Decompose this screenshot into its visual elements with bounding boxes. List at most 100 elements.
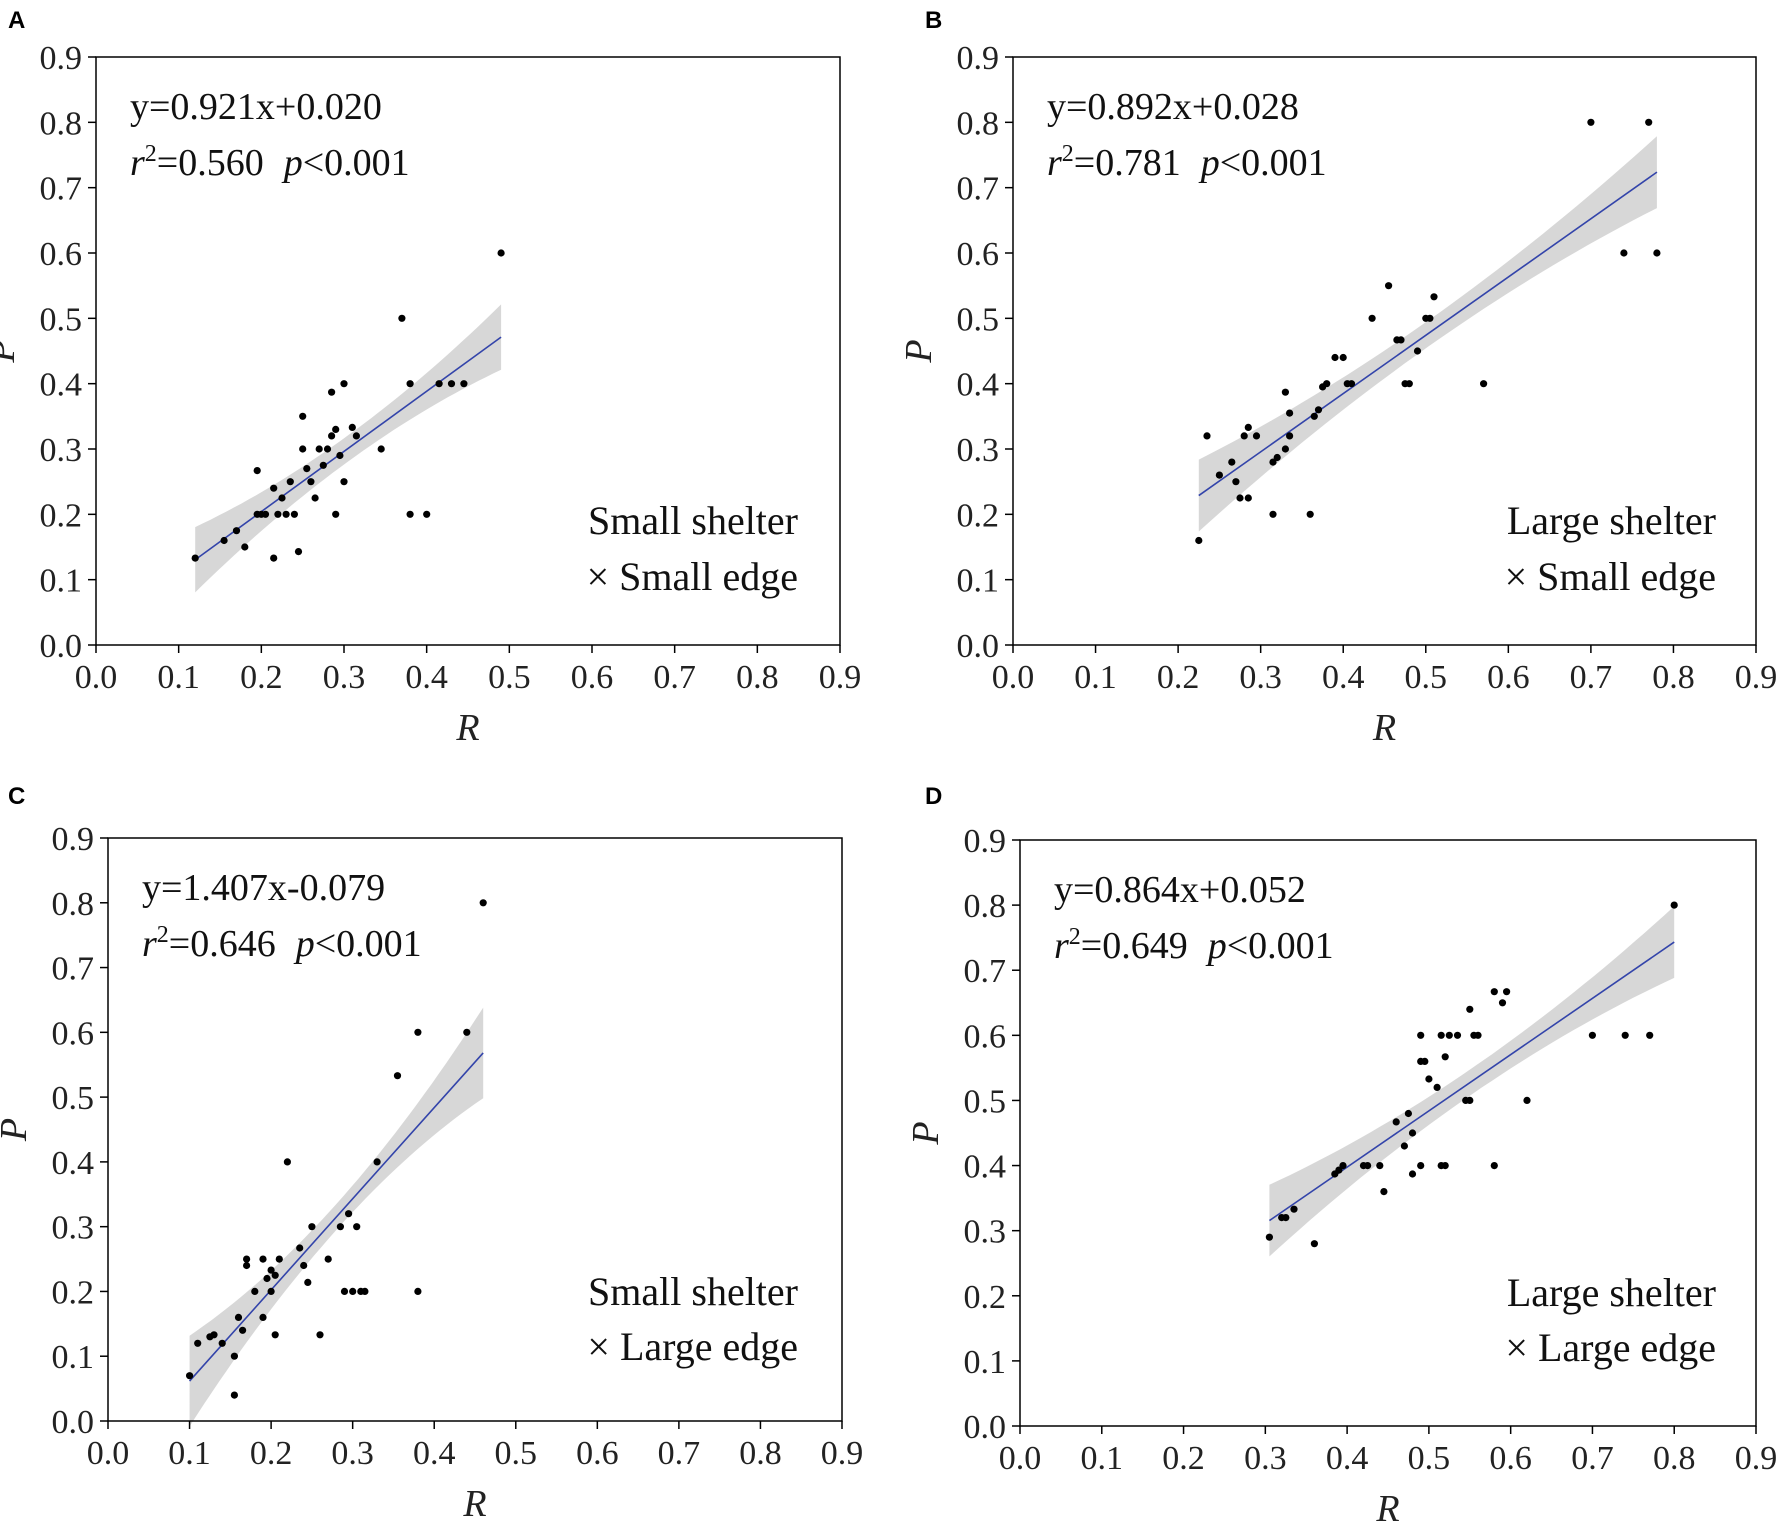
panel-d-r-symbol: r bbox=[1054, 925, 1069, 967]
panel-d-y-tick-label: 0.7 bbox=[964, 953, 1007, 990]
panel-c-data-point bbox=[414, 1287, 422, 1295]
panel-d: D 0.0 0.1 0.2 0.3 0.4 0.5 0.6 0.7 0.8 0.9 0.0 0.1 0.2… bbox=[905, 783, 1777, 1530]
panel-d-y-tick-label: 0.5 bbox=[964, 1083, 1007, 1120]
panel-b-p-value: <0.001 bbox=[1220, 142, 1327, 184]
panel-a-y-tick-label: 0.8 bbox=[40, 105, 83, 142]
panel-b-data-point bbox=[1620, 249, 1628, 257]
panel-a-data-point bbox=[348, 423, 356, 431]
panel-d-y-tick-label: 0.4 bbox=[964, 1149, 1007, 1186]
panel-c-y-tick-label: 0.3 bbox=[52, 1210, 95, 1247]
panel-c-data-point bbox=[263, 1274, 271, 1283]
panel-a-group-label-line2: × Small edge bbox=[587, 554, 798, 599]
panel-a-data-point bbox=[311, 494, 319, 502]
panel-c-data-point bbox=[283, 1158, 291, 1166]
panel-d-data-point bbox=[1339, 1162, 1347, 1170]
panel-b-data-point bbox=[1232, 478, 1240, 486]
panel-c-stats: r2=0.646 p<0.001 bbox=[142, 922, 422, 965]
panel-a-x-tick-label: 0.4 bbox=[405, 659, 448, 696]
panel-d-data-point bbox=[1400, 1142, 1408, 1150]
panel-c-data-point bbox=[210, 1331, 218, 1339]
panel-a-p-symbol: p bbox=[281, 142, 303, 184]
panel-a-x-tick-label: 0.7 bbox=[653, 659, 696, 696]
panel-d-data-point bbox=[1523, 1096, 1531, 1104]
panel-c-x-tick-label: 0.5 bbox=[495, 1435, 538, 1472]
panel-b-y-tick-label: 0.2 bbox=[957, 497, 1000, 534]
panel-c-data-point bbox=[230, 1352, 238, 1360]
panel-c-data-point bbox=[271, 1331, 279, 1339]
panel-d-y-tick-label: 0.0 bbox=[964, 1409, 1007, 1446]
panel-a-data-point bbox=[261, 510, 270, 518]
panel-b-x-tick-label: 0.4 bbox=[1322, 659, 1365, 696]
panel-c-data-point bbox=[194, 1339, 202, 1347]
panel-b-x-tick-label: 0.8 bbox=[1652, 659, 1695, 696]
panel-a-plot-frame bbox=[95, 56, 841, 646]
panel-d-x-tick-label: 0.9 bbox=[1735, 1440, 1778, 1477]
panel-c-data-point bbox=[345, 1210, 353, 1218]
panel-d-x-tick-label: 0.3 bbox=[1244, 1440, 1287, 1477]
panel-c-data-point bbox=[353, 1223, 361, 1231]
panel-d-y-tick-label: 0.1 bbox=[964, 1344, 1007, 1381]
panel-c-y-tick-label: 0.9 bbox=[52, 821, 95, 858]
panel-a-data-point bbox=[278, 494, 286, 502]
panel-d-data-point bbox=[1474, 1031, 1482, 1039]
panel-d-data-point bbox=[1437, 1031, 1445, 1039]
panel-c-y-tick-label: 0.6 bbox=[52, 1015, 95, 1052]
panel-c-data-point bbox=[243, 1255, 251, 1263]
panel-d-group-label-line2: × Large edge bbox=[1505, 1325, 1716, 1370]
panel-b-y-tick-label: 0.4 bbox=[957, 367, 1000, 404]
panel-a-r-exponent: 2 bbox=[145, 141, 157, 167]
panel-b-data-point bbox=[1347, 380, 1356, 388]
panel-a-data-point bbox=[398, 314, 406, 322]
panel-b-data-point bbox=[1480, 380, 1488, 388]
panel-d-x-tick-label: 0.6 bbox=[1489, 1440, 1532, 1477]
panel-b-y-axis-title: P bbox=[898, 339, 940, 363]
panel-d-regression-line bbox=[1268, 941, 1675, 1222]
panel-d-stats: r2=0.649 p<0.001 bbox=[1054, 924, 1334, 967]
panel-b-data-point bbox=[1286, 409, 1294, 417]
panel-d-data-point bbox=[1404, 1109, 1412, 1118]
panel-b-p-symbol: p bbox=[1198, 142, 1220, 184]
panel-a-data-point bbox=[290, 510, 298, 518]
panel-d-x-tick-label: 0.2 bbox=[1162, 1440, 1205, 1477]
panel-b-data-point bbox=[1587, 118, 1595, 126]
panel-d-plot-frame bbox=[1019, 839, 1757, 1427]
panel-b-y-tick-label: 0.8 bbox=[957, 105, 1000, 142]
panel-d-p-symbol: p bbox=[1205, 925, 1227, 967]
panel-d-data-point bbox=[1310, 1240, 1318, 1248]
panel-a-data-point bbox=[274, 510, 282, 518]
panel-b-data-point bbox=[1413, 347, 1422, 355]
panel-d-data-point bbox=[1364, 1162, 1372, 1170]
panel-b-data-point bbox=[1310, 412, 1318, 420]
panel-d-data-point bbox=[1490, 1162, 1498, 1170]
panel-a-data-point bbox=[406, 510, 414, 518]
panel-c-data-point bbox=[316, 1331, 324, 1339]
panel-a-data-point bbox=[340, 380, 348, 388]
panel-c-data-point bbox=[259, 1255, 267, 1263]
panel-b-x-tick-label: 0.2 bbox=[1157, 659, 1200, 696]
panel-c-data-point bbox=[186, 1372, 194, 1380]
panel-b-data-point bbox=[1314, 406, 1323, 414]
panel-b-data-point bbox=[1273, 453, 1281, 462]
panel-d-data-point bbox=[1408, 1129, 1417, 1137]
panel-a-y-tick-label: 0.4 bbox=[40, 367, 83, 404]
panel-a-data-point bbox=[332, 510, 340, 518]
panel-c-y-tick-label: 0.4 bbox=[52, 1145, 95, 1182]
panel-a-equation: y=0.921x+0.020 bbox=[130, 86, 382, 128]
panel-d-x-tick-label: 0.8 bbox=[1653, 1440, 1696, 1477]
panel-a-y-axis-title: P bbox=[0, 339, 23, 363]
panel-b-data-point bbox=[1195, 536, 1203, 545]
panel-b-data-point bbox=[1281, 445, 1289, 453]
panel-c-x-tick-label: 0.7 bbox=[658, 1435, 701, 1472]
panel-a-data-point bbox=[299, 412, 307, 420]
panel-a-x-tick-label: 0.1 bbox=[157, 659, 200, 696]
panel-a-y-tick-label: 0.1 bbox=[40, 563, 83, 600]
panel-b-group-label-line1: Large shelter bbox=[1507, 498, 1716, 543]
panel-a-x-tick-label: 0.5 bbox=[488, 659, 531, 696]
panel-b-data-point bbox=[1306, 510, 1314, 518]
panel-c-data-point bbox=[340, 1287, 349, 1295]
panel-b-y-tick-label: 0.7 bbox=[957, 171, 1000, 208]
panel-b-data-point bbox=[1426, 314, 1434, 322]
panel-d-data-point bbox=[1498, 999, 1507, 1007]
panel-b-x-tick-label: 0.0 bbox=[992, 659, 1035, 696]
